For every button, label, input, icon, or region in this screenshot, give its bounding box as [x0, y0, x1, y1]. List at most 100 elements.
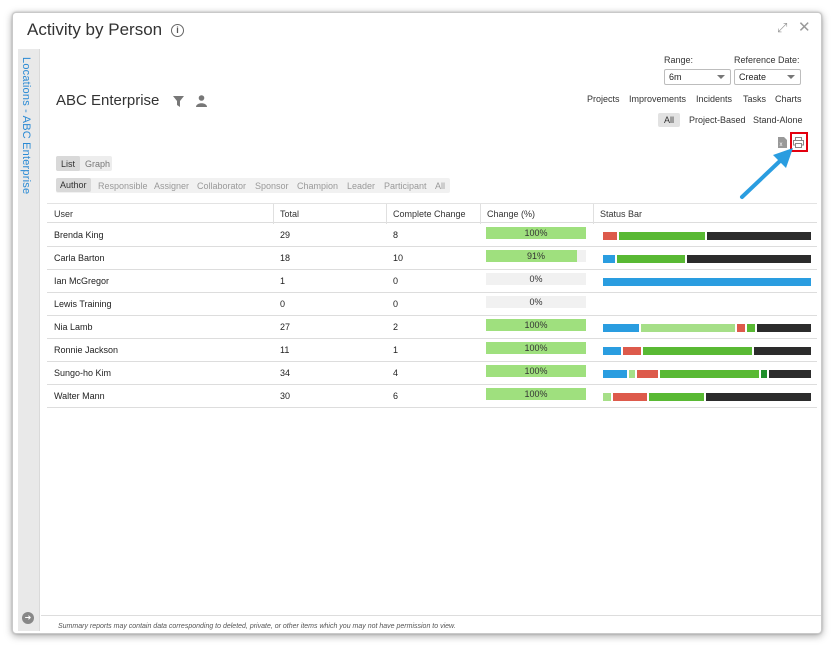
change-pct-bar: 100% [486, 227, 586, 239]
column-complete-change[interactable]: Complete Change [393, 209, 466, 219]
print-highlight-box [790, 132, 808, 152]
column-divider [273, 204, 274, 224]
change-pct-fill [486, 365, 586, 377]
tab-graph[interactable]: Graph [85, 159, 111, 169]
total-cell: 30 [280, 391, 291, 401]
column-status-bar[interactable]: Status Bar [600, 209, 643, 219]
info-icon[interactable]: i [171, 24, 184, 37]
column-user[interactable]: User [54, 209, 74, 219]
change-pct-text: 0% [529, 274, 543, 284]
role-champion[interactable]: Champion [297, 181, 339, 191]
status-bar[interactable] [603, 393, 811, 401]
location-sidebar[interactable]: Locations - ABC Enterprise ➜ [18, 49, 40, 631]
table-row[interactable]: Brenda King 29 8 100% [47, 224, 817, 247]
user-cell[interactable]: Lewis Training [54, 299, 112, 309]
status-segment [705, 393, 811, 401]
chevron-down-icon [787, 75, 795, 79]
status-segment [603, 232, 618, 240]
user-cell[interactable]: Ian McGregor [54, 276, 110, 286]
status-bar[interactable] [603, 278, 811, 286]
table-row[interactable]: Sungo-ho Kim 34 4 100% [47, 362, 817, 385]
status-segment [747, 324, 755, 332]
user-icon[interactable] [196, 95, 207, 107]
window-title: Activity by Person [27, 20, 163, 39]
filter-icon[interactable] [173, 96, 184, 107]
scope-project-based[interactable]: Project-Based [689, 115, 746, 125]
change-pct-bar: 100% [486, 388, 586, 400]
tab-list[interactable]: List [56, 156, 81, 171]
change-pct-bar: 100% [486, 319, 586, 331]
table-row[interactable]: Ronnie Jackson 11 1 100% [47, 339, 817, 362]
role-collaborator[interactable]: Collaborator [197, 181, 247, 191]
table-row[interactable]: Walter Mann 30 6 100% [47, 385, 817, 408]
table-row[interactable]: Ian McGregor 1 0 0% [47, 270, 817, 293]
change-pct-text: 100% [524, 389, 548, 399]
reference-date-select[interactable]: Create [734, 69, 801, 85]
role-responsible[interactable]: Responsible [98, 181, 148, 191]
status-segment [617, 255, 685, 263]
status-segment [619, 232, 705, 240]
change-pct-text: 100% [524, 228, 548, 238]
role-participant[interactable]: Participant [384, 181, 427, 191]
change-pct-text: 100% [524, 320, 548, 330]
role-leader[interactable]: Leader [347, 181, 376, 191]
link-charts[interactable]: Charts [775, 94, 802, 104]
complete-change-cell: 4 [393, 368, 399, 378]
role-all[interactable]: All [435, 181, 446, 191]
role-author[interactable]: Author [56, 178, 91, 192]
table-row[interactable]: Lewis Training 0 0 0% [47, 293, 817, 316]
status-bar[interactable] [603, 301, 811, 309]
column-total[interactable]: Total [280, 209, 300, 219]
status-bar[interactable] [603, 232, 811, 240]
close-icon[interactable]: ✕ [798, 19, 811, 36]
range-select[interactable]: 6m [664, 69, 731, 85]
range-label: Range: [664, 55, 694, 65]
status-bar[interactable] [603, 324, 811, 332]
role-sponsor[interactable]: Sponsor [255, 181, 289, 191]
table-row[interactable]: Nia Lamb 27 2 100% [47, 316, 817, 339]
total-cell: 29 [280, 230, 291, 240]
change-pct-fill [486, 388, 586, 400]
print-icon[interactable] [793, 137, 804, 148]
change-pct-bar: 0% [486, 296, 586, 308]
user-cell[interactable]: Sungo-ho Kim [54, 368, 112, 378]
status-bar[interactable] [603, 370, 811, 378]
change-pct-fill [486, 250, 577, 262]
column-divider [386, 204, 387, 224]
change-pct-fill [486, 342, 586, 354]
report-window: Activity by Person i ⤢ ✕ Locations - ABC… [12, 12, 822, 634]
column-divider [593, 204, 594, 224]
column-change-pct[interactable]: Change (%) [487, 209, 536, 219]
link-projects[interactable]: Projects [587, 94, 620, 104]
arrow-right-icon[interactable]: ➜ [22, 612, 34, 624]
status-segment [613, 393, 648, 401]
table-row[interactable]: Carla Barton 18 10 91% [47, 247, 817, 270]
complete-change-cell: 0 [393, 276, 399, 286]
scope-all[interactable]: All [658, 113, 681, 127]
change-pct-bar: 100% [486, 342, 586, 354]
status-bar[interactable] [603, 255, 811, 263]
status-segment [660, 370, 760, 378]
status-segment [603, 255, 616, 263]
scope-stand-alone[interactable]: Stand-Alone [753, 115, 803, 125]
status-segment [603, 324, 639, 332]
user-cell[interactable]: Walter Mann [54, 391, 105, 401]
user-cell[interactable]: Ronnie Jackson [54, 345, 119, 355]
expand-icon[interactable]: ⤢ [777, 20, 788, 35]
link-improvements[interactable]: Improvements [629, 94, 687, 104]
total-cell: 34 [280, 368, 291, 378]
export-excel-icon[interactable]: x [778, 137, 787, 148]
column-divider [480, 204, 481, 224]
status-bar[interactable] [603, 347, 811, 355]
sidebar-location-label[interactable]: Locations - ABC Enterprise [20, 57, 32, 195]
link-tasks[interactable]: Tasks [743, 94, 767, 104]
status-segment [686, 255, 811, 263]
complete-change-cell: 10 [393, 253, 404, 263]
user-cell[interactable]: Carla Barton [54, 253, 105, 263]
change-pct-fill [486, 227, 586, 239]
user-cell[interactable]: Brenda King [54, 230, 104, 240]
role-assigner[interactable]: Assigner [154, 181, 190, 191]
link-incidents[interactable]: Incidents [696, 94, 733, 104]
status-segment [641, 324, 735, 332]
user-cell[interactable]: Nia Lamb [54, 322, 93, 332]
